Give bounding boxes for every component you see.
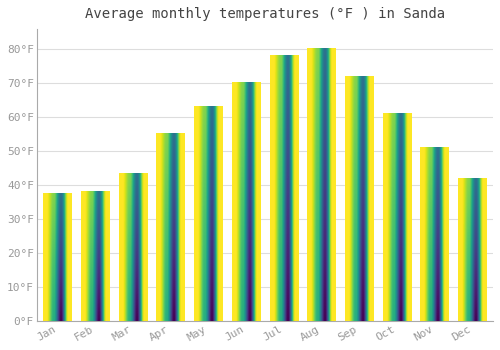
Title: Average monthly temperatures (°F ) in Sanda: Average monthly temperatures (°F ) in Sa…: [85, 7, 445, 21]
